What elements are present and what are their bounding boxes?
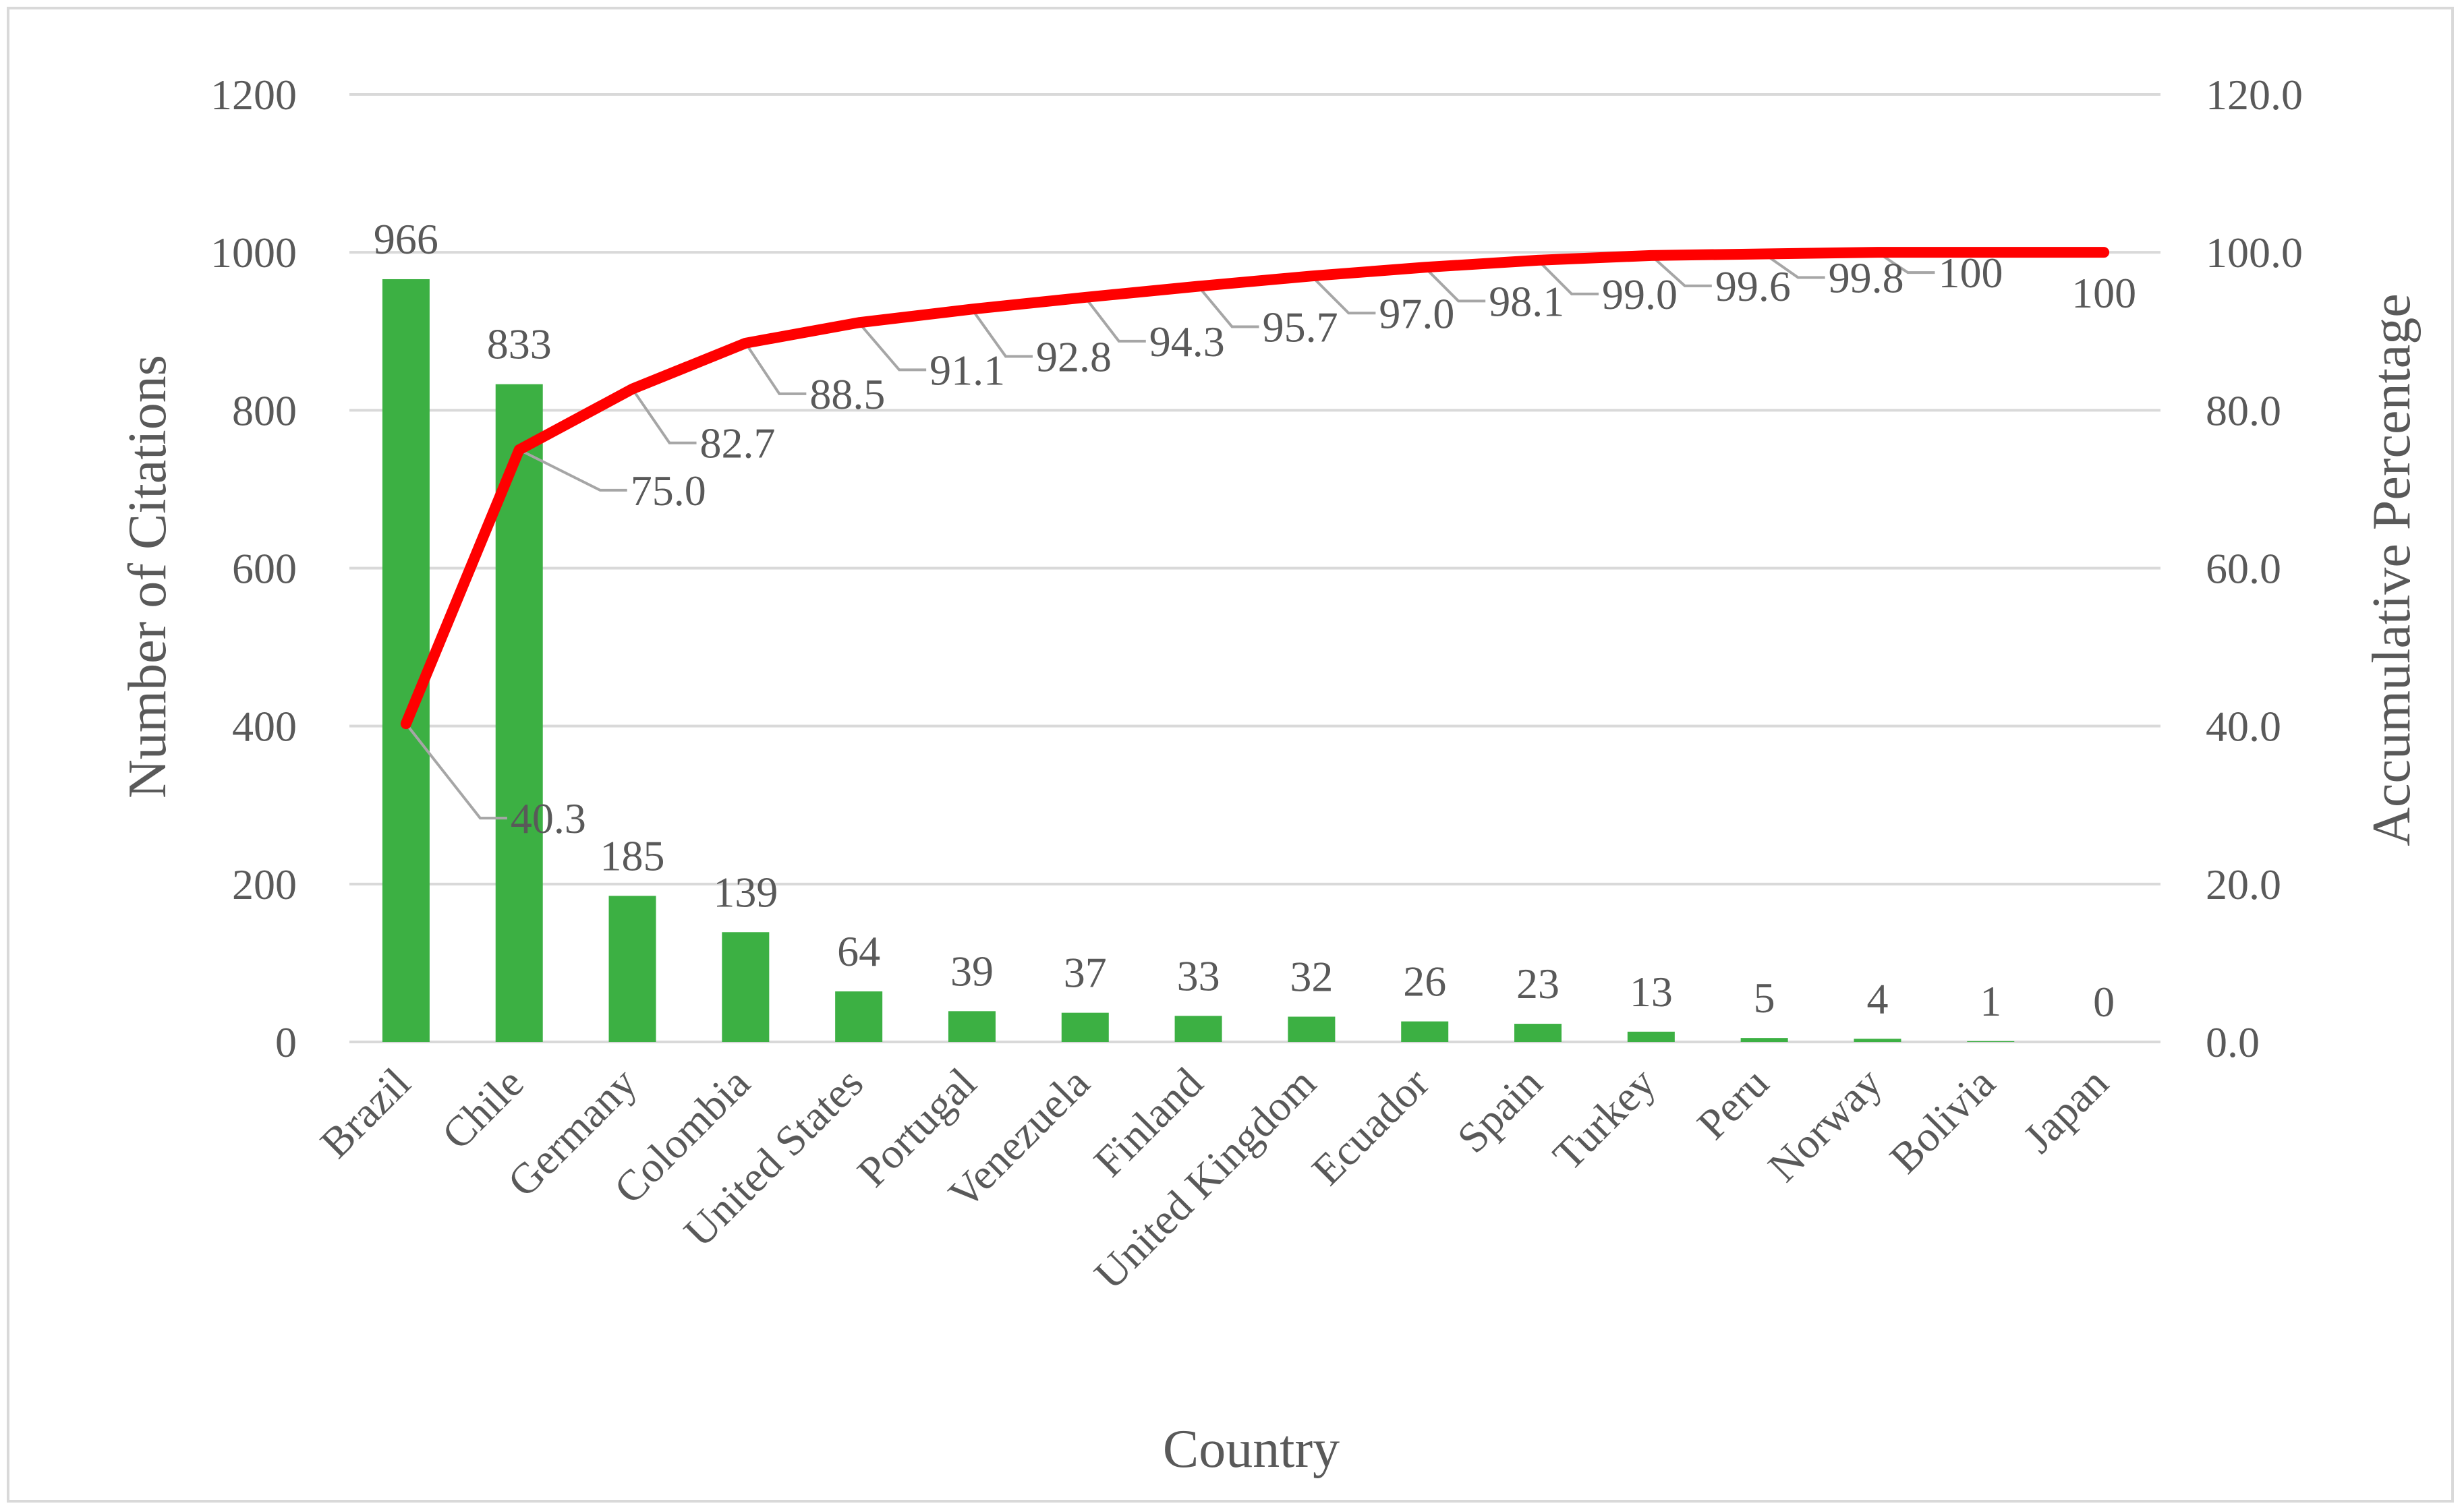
y-tick-label: 800 <box>232 386 297 434</box>
leader-line <box>1650 254 1712 287</box>
line-data-labels: 40.3 75.082.7 88.5 91.1 92.8 94.3 95.7 97.0 98.1… <box>511 249 2136 842</box>
line-label: 100 <box>1938 249 2003 297</box>
line-series <box>400 247 2110 730</box>
bar-data-labels: 966 833 185 139 64 39 37 33 32 26 23 13 5 4 1 0 <box>374 215 2115 1026</box>
bar-label: 966 <box>374 215 438 263</box>
bar-series <box>382 279 2015 1043</box>
y-tick-label: 600 <box>232 545 297 593</box>
leader-line <box>1310 274 1376 315</box>
category-label: Spain <box>1448 1059 1551 1162</box>
line-label: 91.1 <box>929 346 1005 394</box>
leader-line <box>518 448 627 492</box>
bar-label: 64 <box>837 927 880 975</box>
right-axis-ticks: 0.0 20.0 40.0 60.0 80.0 100.0 120.0 <box>2206 71 2303 1066</box>
y-tick-label: 1200 <box>210 71 297 119</box>
bar <box>1854 1039 1901 1042</box>
bar-label: 37 <box>1064 949 1107 997</box>
bar <box>948 1011 996 1042</box>
bar <box>722 932 770 1042</box>
leader-line <box>1877 251 1935 274</box>
line-label: 82.7 <box>700 419 776 467</box>
chart-frame <box>7 7 2454 1503</box>
category-label: Bolivia <box>1881 1059 2004 1182</box>
bar-label: 32 <box>1290 953 1333 1001</box>
leader-line <box>631 388 697 444</box>
bar-label: 23 <box>1516 960 1559 1008</box>
line-label: 75.0 <box>631 467 706 515</box>
bar-label: 39 <box>950 947 994 995</box>
bar <box>1514 1024 1562 1042</box>
x-axis-title: Country <box>1163 1420 1340 1479</box>
bar <box>835 991 883 1042</box>
bar <box>1174 1016 1222 1042</box>
y2-tick-label: 20.0 <box>2206 861 2281 908</box>
bar-label: 1 <box>1980 977 2001 1025</box>
leader-line <box>1537 259 1599 295</box>
leader-line <box>971 308 1033 358</box>
bar-label: 13 <box>1630 968 1673 1016</box>
line-label: 100 <box>2071 269 2136 317</box>
bar-label: 33 <box>1177 952 1220 999</box>
y2-tick-label: 120.0 <box>2206 71 2303 119</box>
y-tick-label: 400 <box>232 703 297 751</box>
leader-line <box>405 722 507 820</box>
bar <box>382 279 430 1043</box>
category-label: Peru <box>1688 1059 1777 1148</box>
y-tick-label: 0 <box>275 1018 297 1066</box>
line-label: 99.0 <box>1602 270 1678 318</box>
category-label: Chile <box>432 1059 532 1159</box>
bar <box>1967 1041 2015 1042</box>
line-label: 99.6 <box>1715 262 1791 310</box>
line-label: 88.5 <box>809 370 885 418</box>
bar-label: 26 <box>1403 958 1446 1006</box>
line-label: 98.1 <box>1489 277 1564 325</box>
left-axis-ticks: 0 200 400 600 800 1000 1200 <box>210 71 297 1066</box>
line-label: 95.7 <box>1263 303 1338 351</box>
bar <box>1627 1031 1675 1042</box>
bar <box>1401 1021 1449 1042</box>
bar <box>1061 1012 1109 1042</box>
leader-line <box>1084 296 1146 343</box>
y2-tick-label: 0.0 <box>2206 1018 2260 1066</box>
bar-label: 0 <box>2093 978 2115 1026</box>
bar <box>608 896 656 1042</box>
leader-line <box>1423 266 1486 303</box>
bar-label: 139 <box>713 868 778 916</box>
category-label: Norway <box>1758 1059 1891 1191</box>
category-label: Ecuador <box>1302 1059 1438 1194</box>
line-label: 40.3 <box>511 794 586 842</box>
leader-line <box>1763 252 1825 279</box>
line-label: 99.8 <box>1829 254 1904 302</box>
y2-tick-label: 80.0 <box>2206 386 2281 434</box>
bar-label: 4 <box>1866 975 1888 1022</box>
leader-line <box>1197 285 1259 328</box>
y2-tick-label: 100.0 <box>2206 229 2303 277</box>
y2-tick-label: 60.0 <box>2206 545 2281 593</box>
category-label: Brazil <box>311 1059 420 1167</box>
category-label: Japan <box>2014 1059 2117 1162</box>
category-label: Turkey <box>1543 1059 1664 1180</box>
y-axis-title: Number of Citations <box>118 355 177 798</box>
bar <box>1288 1016 1336 1042</box>
line-leader-lines <box>405 251 1935 820</box>
y2-tick-label: 40.0 <box>2206 703 2281 751</box>
y-tick-label: 1000 <box>210 229 297 277</box>
bar-label: 833 <box>487 320 552 368</box>
leader-line <box>857 322 927 372</box>
line-label: 94.3 <box>1149 318 1225 366</box>
bar-label: 5 <box>1754 974 1775 1022</box>
y2-axis-title: Accumulative Percentage <box>2362 293 2422 846</box>
line-label: 92.8 <box>1036 332 1112 380</box>
bar-label: 185 <box>600 832 665 879</box>
cumulative-line <box>400 247 2110 730</box>
bar <box>1740 1038 1788 1042</box>
leader-line <box>744 342 807 395</box>
line-label: 97.0 <box>1379 289 1454 337</box>
y-tick-label: 200 <box>232 861 297 908</box>
